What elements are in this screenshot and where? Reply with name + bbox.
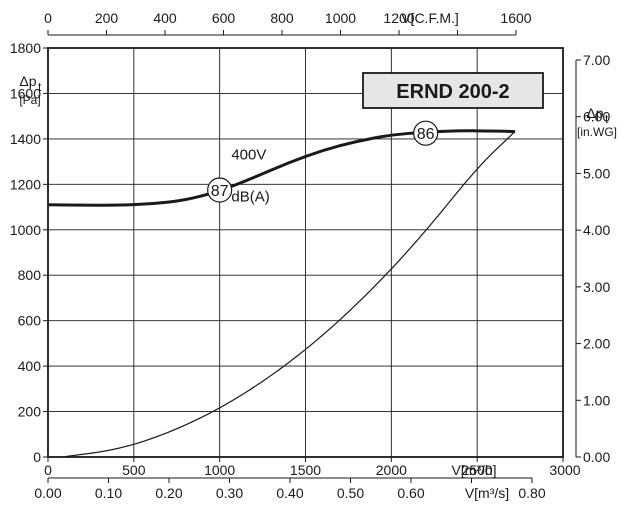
x-primary-tick-label: 2500 bbox=[462, 462, 493, 478]
x-bottom-tick-label: 0.60 bbox=[397, 485, 424, 501]
y-left-tick-label: 800 bbox=[18, 267, 42, 283]
y-left-axis-label-unit: [Pa] bbox=[19, 93, 40, 107]
y-left-tick-label: 1200 bbox=[10, 176, 41, 192]
y-right-tick-label: 4.00 bbox=[583, 222, 610, 238]
y-left-tick-label: 400 bbox=[18, 358, 42, 374]
x-primary-axis-label: V[m³/h] bbox=[451, 462, 496, 478]
y-right-tick-label: 5.00 bbox=[583, 165, 610, 181]
x-top-tick-label: 200 bbox=[95, 10, 119, 26]
x-top-tick-label: 800 bbox=[270, 10, 294, 26]
series-group bbox=[47, 129, 516, 458]
y-left-tick-label: 200 bbox=[18, 404, 42, 420]
title-box-frame bbox=[362, 72, 544, 109]
x-primary-tick-label: 1500 bbox=[290, 462, 321, 478]
annotation-circled-label: 86 bbox=[417, 126, 435, 143]
y-right-axis-label-sub: t bbox=[605, 112, 609, 126]
y-right-tick-label: 0.00 bbox=[583, 449, 610, 465]
x-bottom-tick-label: 0.30 bbox=[216, 485, 243, 501]
annotation-circle bbox=[413, 120, 439, 146]
annotation-circle bbox=[207, 177, 233, 203]
fan-curve-400v bbox=[47, 129, 515, 207]
y-right-tick-label: 3.00 bbox=[583, 279, 610, 295]
x-primary-tick-label: 1000 bbox=[204, 462, 235, 478]
y-right-tick-label: 2.00 bbox=[583, 336, 610, 352]
y-left-tick-label: 1600 bbox=[10, 85, 41, 101]
x-top-tick-label: 400 bbox=[153, 10, 177, 26]
x-top-tick-label: 1000 bbox=[325, 10, 356, 26]
x-top-tick-label: 0 bbox=[44, 10, 52, 26]
x-top-tick-label: 1600 bbox=[500, 10, 531, 26]
y-right-axis-label-main: Δp bbox=[586, 105, 603, 121]
y-right-tick-label: 7.00 bbox=[583, 52, 610, 68]
y-left-tick-label: 1000 bbox=[10, 222, 41, 238]
x-bottom-tick-label: 0.80 bbox=[518, 485, 545, 501]
system-curve bbox=[65, 131, 516, 458]
x-top-tick-label: 1200 bbox=[383, 10, 414, 26]
x-bottom-tick-label: 0.20 bbox=[155, 485, 182, 501]
x-primary-tick-label: 3000 bbox=[549, 462, 580, 478]
x-top-tick-label: 600 bbox=[212, 10, 236, 26]
x-top-axis-label: V[C.F.M.] bbox=[401, 10, 459, 26]
x-primary-tick-label: 2000 bbox=[376, 462, 407, 478]
x-bottom-tick-label: 0.40 bbox=[276, 485, 303, 501]
y-left-tick-label: 600 bbox=[18, 313, 42, 329]
y-left-tick-label: 1400 bbox=[10, 131, 41, 147]
x-bottom-tick-label: 0.50 bbox=[337, 485, 364, 501]
axes-group bbox=[43, 30, 581, 483]
annotation-label: dB(A) bbox=[231, 188, 269, 205]
annotation-label: 400V bbox=[231, 146, 266, 163]
y-right-axis-label-unit: [in.WG] bbox=[577, 125, 617, 139]
x-primary-tick-label: 500 bbox=[122, 462, 146, 478]
x-bottom-tick-label: 0.00 bbox=[34, 485, 61, 501]
y-right-tick-label: 6.00 bbox=[583, 109, 610, 125]
title-box: ERND 200-2 bbox=[362, 72, 544, 109]
annotation-circled-label: 87 bbox=[211, 183, 229, 200]
y-left-axis-label-main: Δp bbox=[19, 73, 36, 89]
y-left-tick-label: 0 bbox=[33, 449, 41, 465]
x-bottom-axis-label: V[m³/s] bbox=[465, 485, 509, 501]
y-left-axis-label-sub: t bbox=[38, 80, 42, 94]
x-primary-tick-label: 0 bbox=[44, 462, 52, 478]
y-left-tick-label: 1800 bbox=[10, 40, 41, 56]
chart-title: ERND 200-2 bbox=[396, 81, 509, 103]
y-right-tick-label: 1.00 bbox=[583, 392, 610, 408]
grid bbox=[48, 48, 563, 457]
x-bottom-tick-label: 0.10 bbox=[95, 485, 122, 501]
